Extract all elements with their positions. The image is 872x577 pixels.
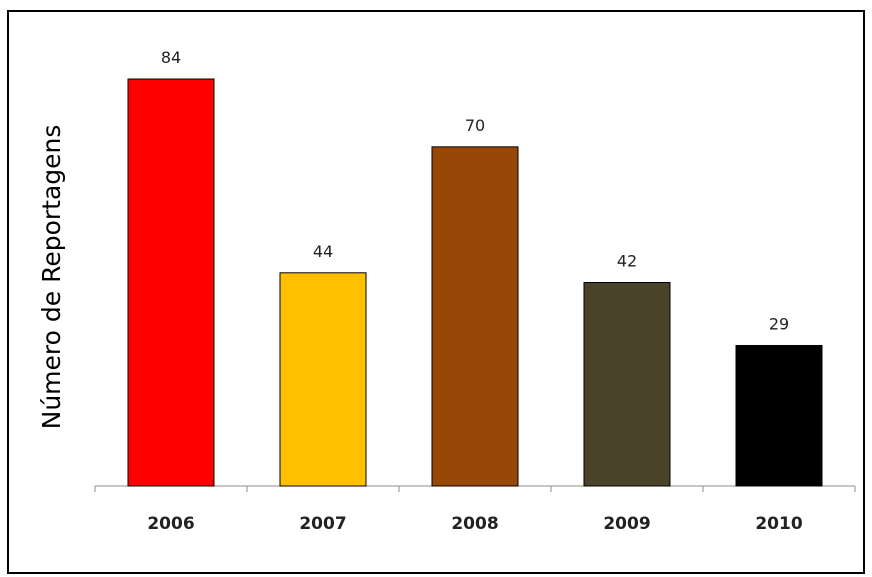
data-label-2008: 70 [465,116,485,135]
x-tick-label-2007: 2007 [299,514,346,534]
x-tick-label-2010: 2010 [755,514,802,534]
data-label-2009: 42 [617,252,637,271]
x-tick-label-2008: 2008 [451,514,498,534]
data-label-2010: 29 [769,314,789,333]
bar-2006 [127,78,215,487]
data-label-2007: 44 [313,242,333,261]
x-tick-label-2009: 2009 [603,514,650,534]
y-axis-title: Número de Reportagens [37,125,66,430]
bar-2008 [431,146,519,487]
x-tick-label-2006: 2006 [147,514,194,534]
bar-2010 [735,344,823,487]
x-axis [94,485,856,492]
x-tick-labels: 2006 2007 2008 2009 2010 [147,514,802,534]
bars [127,78,823,487]
bar-2009 [583,282,671,487]
data-label-2006: 84 [161,48,181,67]
data-labels: 84 44 70 42 29 [161,48,789,333]
bar-2007 [279,272,367,487]
